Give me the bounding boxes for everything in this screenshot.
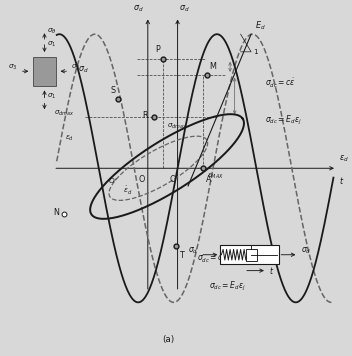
Text: (a): (a) [163,335,175,344]
Text: $\sigma_{dc} = E_d\varepsilon_j$: $\sigma_{dc} = E_d\varepsilon_j$ [265,114,302,127]
Bar [220,245,279,265]
Text: $\sigma_{dc} = c\dot{\varepsilon}_d$: $\sigma_{dc} = c\dot{\varepsilon}_d$ [197,252,231,265]
Text: 1: 1 [253,49,258,55]
Text: $\sigma_{dmax}$: $\sigma_{dmax}$ [167,121,187,131]
Text: $\sigma_d$: $\sigma_d$ [301,246,311,256]
Text: $\sigma_{dc} = E_d\varepsilon_j$: $\sigma_{dc} = E_d\varepsilon_j$ [209,280,246,293]
Text: $\sigma_1$: $\sigma_1$ [47,40,56,49]
Text: $\varepsilon_d$: $\varepsilon_d$ [339,153,348,164]
Text: S: S [110,86,115,95]
Text: O: O [139,176,145,184]
Text: P: P [155,44,160,54]
Bar [33,57,56,86]
Text: $\sigma_3$: $\sigma_3$ [71,63,81,72]
Text: $\sigma_{dc} = c\dot{\varepsilon}$: $\sigma_{dc} = c\dot{\varepsilon}$ [265,77,296,90]
Text: $\varepsilon_{MAX}$: $\varepsilon_{MAX}$ [207,172,224,181]
Text: $E_d$: $E_d$ [254,20,265,32]
Text: $\sigma_3$: $\sigma_3$ [8,63,18,72]
Text: O: O [169,176,176,184]
Text: $\sigma_{dmax}$: $\sigma_{dmax}$ [54,109,74,118]
Text: N: N [54,208,59,217]
Text: R: R [142,111,148,120]
Text: $t$: $t$ [339,176,344,186]
Text: M: M [209,62,216,71]
Text: $\varepsilon_d$: $\varepsilon_d$ [65,134,74,143]
Text: $\dot{\varepsilon}_d$: $\dot{\varepsilon}_d$ [123,185,132,197]
Text: T: T [179,251,184,260]
Text: $\sigma_1$: $\sigma_1$ [47,92,56,101]
Text: $\sigma_\theta$: $\sigma_\theta$ [47,27,57,36]
Text: $O'$: $O'$ [108,176,118,186]
Text: A: A [206,176,211,184]
Text: $\sigma_d$: $\sigma_d$ [188,246,199,256]
Text: $t$: $t$ [269,265,274,276]
Text: $\sigma_d$: $\sigma_d$ [78,64,88,75]
Bar [245,248,257,261]
Text: $\sigma_d$: $\sigma_d$ [179,3,190,14]
Text: $\sigma_d$: $\sigma_d$ [133,3,144,14]
